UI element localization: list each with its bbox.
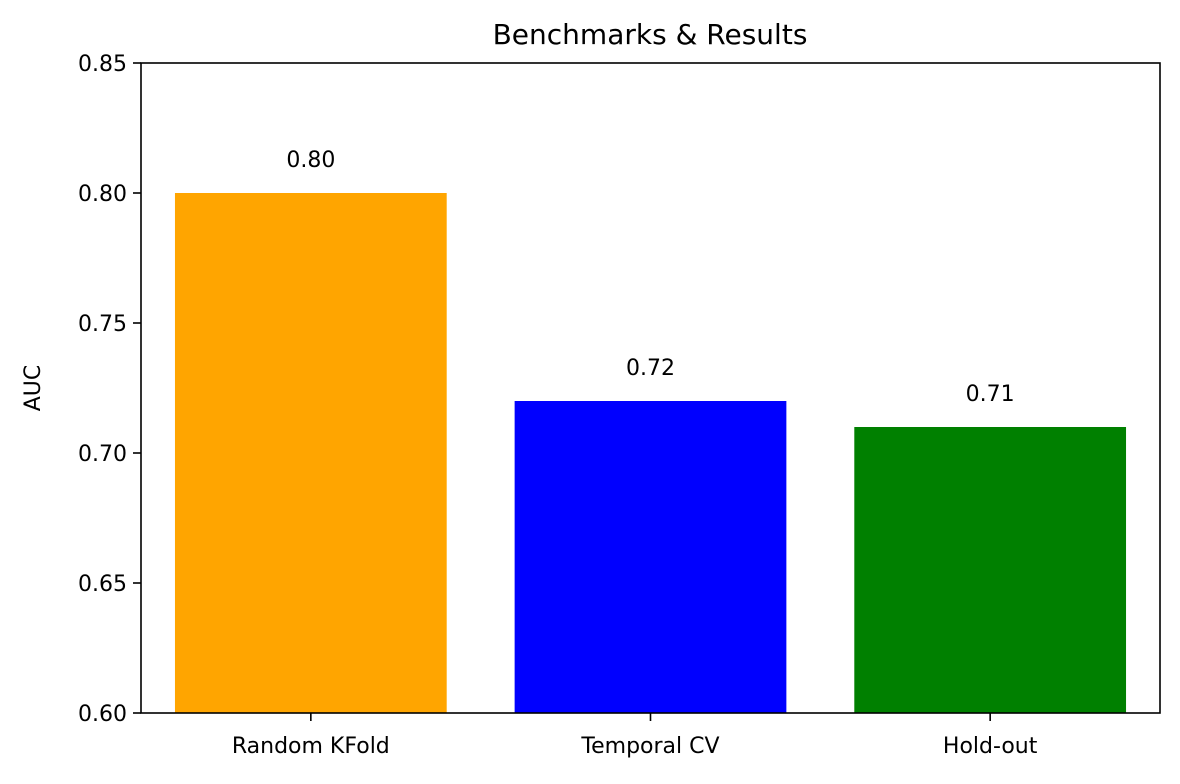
y-tick-label: 0.75 [78, 312, 127, 337]
y-tick-label: 0.85 [78, 52, 127, 77]
chart-title: Benchmarks & Results [493, 18, 808, 51]
plot-area: 0.80 0.72 0.71 0.60 0.65 0.70 0.75 0.80 0.85 Rand… [78, 52, 1161, 759]
bar-value-label: 0.71 [966, 382, 1015, 407]
y-tick-label: 0.60 [78, 702, 127, 727]
bar [854, 427, 1127, 713]
bar [174, 193, 447, 713]
y-tick-label: 0.70 [78, 442, 127, 467]
bar-value-label: 0.72 [626, 356, 675, 381]
x-tick-label: Random KFold [232, 734, 390, 759]
y-tick-label: 0.80 [78, 182, 127, 207]
bar-value-label: 0.80 [286, 148, 335, 173]
y-tick-label: 0.65 [78, 572, 127, 597]
bar [514, 401, 787, 713]
x-tick-label: Temporal CV [580, 734, 719, 759]
x-tick-label: Hold-out [943, 734, 1038, 759]
y-axis-label: AUC [21, 365, 46, 412]
